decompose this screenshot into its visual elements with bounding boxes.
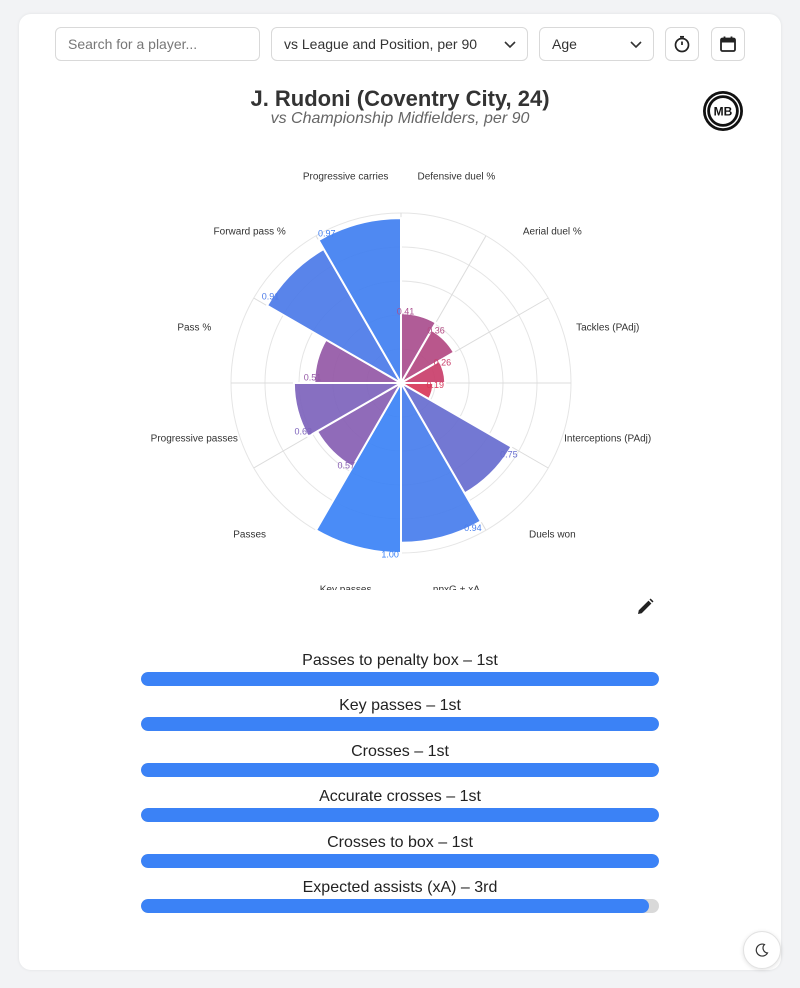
rank-bar-track bbox=[141, 898, 659, 913]
polar-bar[interactable] bbox=[292, 382, 405, 438]
category-label: Key passes bbox=[320, 585, 372, 590]
chart-title: J. Rudoni (Coventry City, 24) bbox=[250, 86, 550, 111]
comparison-select[interactable]: vs League and Position, per 90 bbox=[271, 27, 528, 61]
value-label: 0.36 bbox=[427, 325, 445, 335]
value-label: 0.26 bbox=[434, 357, 452, 367]
category-label: Defensive duel % bbox=[417, 171, 495, 182]
rank-bar-fill bbox=[141, 672, 659, 686]
rank-list: Passes to penalty box – 1st Key passes – … bbox=[141, 650, 659, 922]
value-label: 0.63 bbox=[295, 427, 313, 437]
rank-row: Expected assists (xA) – 3rd bbox=[141, 877, 659, 922]
calendar-icon bbox=[720, 36, 736, 52]
category-label: Duels won bbox=[529, 529, 576, 540]
rank-row: Crosses – 1st bbox=[141, 741, 659, 786]
rank-label: Crosses – 1st bbox=[351, 742, 449, 760]
rank-bar-track bbox=[141, 853, 659, 868]
category-label: Passes bbox=[233, 529, 266, 540]
value-label: 0.51 bbox=[304, 372, 322, 382]
category-label: Pass % bbox=[177, 323, 211, 334]
value-label: 0.75 bbox=[500, 450, 518, 460]
rank-label: Expected assists (xA) – 3rd bbox=[302, 878, 498, 896]
value-label: 0.19 bbox=[426, 380, 444, 390]
value-label: 0.57 bbox=[338, 460, 356, 470]
polar-bar[interactable] bbox=[398, 328, 456, 386]
chart-subtitle: vs Championship Midfielders, per 90 bbox=[270, 110, 530, 127]
pencil-icon[interactable] bbox=[635, 597, 655, 617]
rank-row: Passes to penalty box – 1st bbox=[141, 650, 659, 695]
chevron-down-icon bbox=[504, 41, 516, 49]
age-select-value: Age bbox=[552, 36, 577, 52]
category-label: Tackles (PAdj) bbox=[576, 323, 639, 334]
comparison-select-value: vs League and Position, per 90 bbox=[284, 36, 478, 52]
rank-bar-fill bbox=[141, 853, 659, 868]
value-label: 0.97 bbox=[318, 229, 336, 239]
rank-bar-fill bbox=[141, 898, 649, 913]
rank-bar-track bbox=[141, 808, 659, 823]
rank-label: Key passes – 1st bbox=[339, 697, 461, 715]
rank-label: Passes to penalty box – 1st bbox=[302, 652, 498, 669]
category-label: Aerial duel % bbox=[523, 227, 582, 238]
timer-icon bbox=[674, 35, 690, 53]
rank-bar-fill bbox=[141, 762, 659, 777]
rank-bar-track bbox=[141, 762, 659, 777]
rank-row: Crosses to box – 1st bbox=[141, 832, 659, 877]
timer-button[interactable] bbox=[665, 27, 699, 61]
category-label: Forward pass % bbox=[214, 227, 286, 238]
age-select[interactable]: Age bbox=[539, 27, 654, 61]
polar-bar-chart: 0.41 0.36 0.26 0.19 0.75 0.94 1.00 0.57 0.63 0.51… bbox=[151, 171, 652, 590]
value-label: 1.00 bbox=[381, 550, 399, 560]
logo-text: MB bbox=[714, 105, 733, 119]
rank-label: Crosses to box – 1st bbox=[327, 833, 473, 851]
value-label: 0.41 bbox=[397, 306, 415, 316]
chevron-down-icon bbox=[630, 41, 642, 49]
rank-bar-track bbox=[141, 672, 659, 686]
rank-bar-fill bbox=[141, 717, 659, 732]
dark-mode-toggle[interactable] bbox=[743, 931, 781, 969]
value-label: 0.94 bbox=[464, 523, 482, 533]
value-label: 0.91 bbox=[262, 291, 280, 301]
brand-logo: MB bbox=[703, 91, 743, 131]
moon-icon bbox=[755, 943, 769, 957]
rank-bar-track bbox=[141, 717, 659, 732]
rank-label: Accurate crosses – 1st bbox=[319, 788, 481, 806]
calendar-button[interactable] bbox=[711, 27, 745, 61]
polar-bar[interactable] bbox=[397, 359, 447, 384]
category-label: Progressive carries bbox=[303, 171, 389, 182]
category-label: Interceptions (PAdj) bbox=[564, 433, 651, 444]
rank-bar-fill bbox=[141, 808, 659, 823]
polar-bar[interactable] bbox=[314, 379, 402, 555]
player-search-input[interactable] bbox=[55, 27, 260, 61]
category-label: Progressive passes bbox=[151, 433, 238, 444]
rank-row: Key passes – 1st bbox=[141, 695, 659, 740]
polar-bar[interactable] bbox=[317, 217, 402, 387]
category-label: npxG + xA bbox=[433, 585, 480, 590]
rank-row: Accurate crosses – 1st bbox=[141, 786, 659, 831]
